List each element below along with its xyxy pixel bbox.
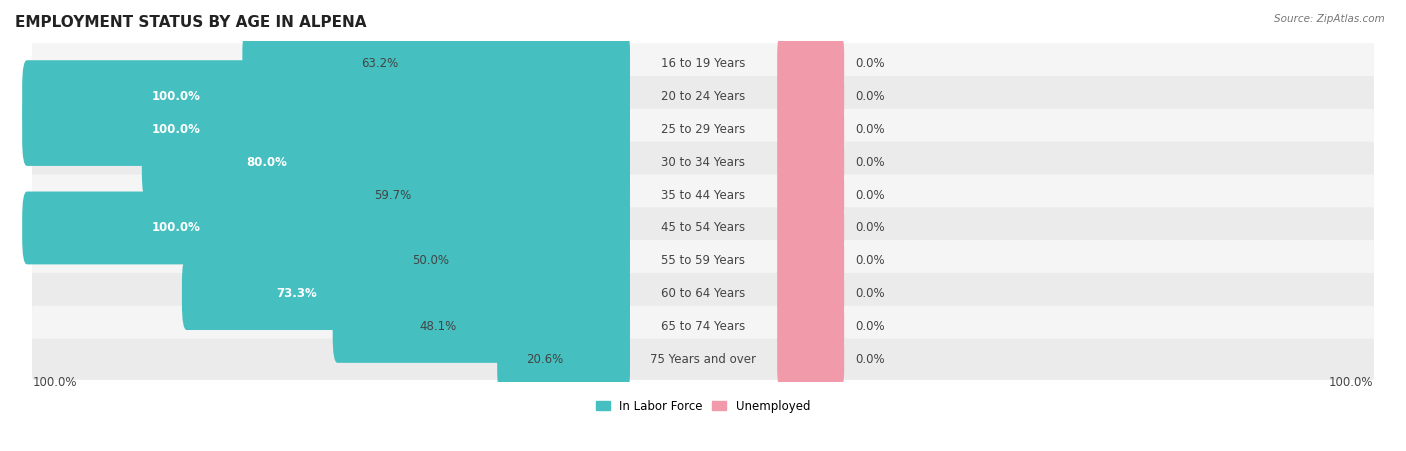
Text: 0.0%: 0.0% [856,353,886,366]
FancyBboxPatch shape [778,166,844,224]
Text: 48.1%: 48.1% [419,320,457,333]
Text: 59.7%: 59.7% [374,189,412,202]
Text: 73.3%: 73.3% [276,287,316,300]
FancyBboxPatch shape [263,159,630,231]
Text: 0.0%: 0.0% [856,189,886,202]
FancyBboxPatch shape [32,240,1374,281]
Text: EMPLOYMENT STATUS BY AGE IN ALPENA: EMPLOYMENT STATUS BY AGE IN ALPENA [15,15,367,30]
FancyBboxPatch shape [778,331,844,388]
Text: 100.0%: 100.0% [152,221,201,235]
Text: 100.0%: 100.0% [32,376,77,389]
Text: 0.0%: 0.0% [856,254,886,267]
Legend: In Labor Force, Unemployed: In Labor Force, Unemployed [591,395,815,417]
Text: 0.0%: 0.0% [856,320,886,333]
FancyBboxPatch shape [32,339,1374,380]
Text: 100.0%: 100.0% [1329,376,1374,389]
FancyBboxPatch shape [322,224,630,297]
Text: 50.0%: 50.0% [412,254,450,267]
Text: 0.0%: 0.0% [856,123,886,136]
FancyBboxPatch shape [333,290,630,363]
Text: 20.6%: 20.6% [526,353,564,366]
FancyBboxPatch shape [142,126,630,199]
FancyBboxPatch shape [32,273,1374,314]
FancyBboxPatch shape [181,257,630,330]
FancyBboxPatch shape [22,60,630,133]
FancyBboxPatch shape [32,175,1374,216]
Text: 35 to 44 Years: 35 to 44 Years [661,189,745,202]
Text: 0.0%: 0.0% [856,287,886,300]
Text: 45 to 54 Years: 45 to 54 Years [661,221,745,235]
Text: 30 to 34 Years: 30 to 34 Years [661,156,745,169]
Text: 60 to 64 Years: 60 to 64 Years [661,287,745,300]
Text: 100.0%: 100.0% [152,90,201,103]
FancyBboxPatch shape [498,323,630,396]
FancyBboxPatch shape [778,232,844,290]
FancyBboxPatch shape [32,142,1374,183]
Text: 75 Years and over: 75 Years and over [650,353,756,366]
Text: Source: ZipAtlas.com: Source: ZipAtlas.com [1274,14,1385,23]
FancyBboxPatch shape [778,68,844,125]
FancyBboxPatch shape [778,298,844,355]
FancyBboxPatch shape [32,43,1374,84]
FancyBboxPatch shape [242,28,630,100]
Text: 0.0%: 0.0% [856,156,886,169]
Text: 16 to 19 Years: 16 to 19 Years [661,57,745,70]
FancyBboxPatch shape [22,192,630,264]
Text: 55 to 59 Years: 55 to 59 Years [661,254,745,267]
Text: 63.2%: 63.2% [361,57,398,70]
Text: 20 to 24 Years: 20 to 24 Years [661,90,745,103]
FancyBboxPatch shape [32,76,1374,117]
FancyBboxPatch shape [778,101,844,158]
FancyBboxPatch shape [32,109,1374,150]
FancyBboxPatch shape [32,207,1374,249]
Text: 25 to 29 Years: 25 to 29 Years [661,123,745,136]
Text: 100.0%: 100.0% [152,123,201,136]
FancyBboxPatch shape [778,134,844,191]
FancyBboxPatch shape [22,93,630,166]
Text: 0.0%: 0.0% [856,90,886,103]
Text: 0.0%: 0.0% [856,221,886,235]
Text: 80.0%: 80.0% [246,156,287,169]
FancyBboxPatch shape [778,199,844,257]
Text: 0.0%: 0.0% [856,57,886,70]
FancyBboxPatch shape [778,265,844,322]
Text: 65 to 74 Years: 65 to 74 Years [661,320,745,333]
FancyBboxPatch shape [32,306,1374,347]
FancyBboxPatch shape [778,35,844,92]
